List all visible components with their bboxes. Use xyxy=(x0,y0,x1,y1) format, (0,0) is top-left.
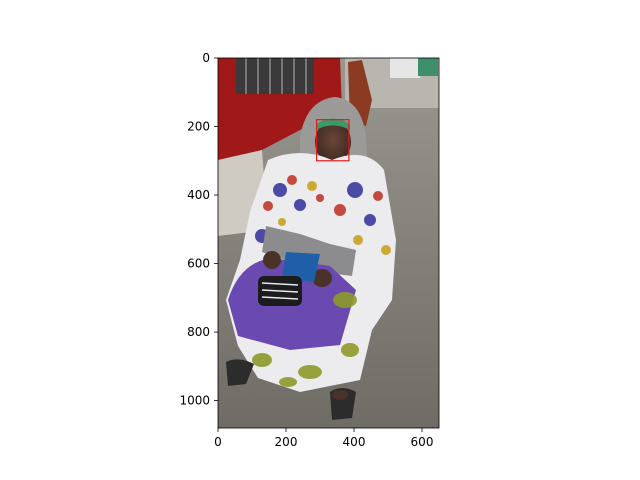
y-tick-label: 600 xyxy=(187,257,210,271)
face-annotation-box xyxy=(316,119,350,162)
y-axis: 0 200 400 600 800 1000 xyxy=(179,51,218,408)
y-tick-label: 0 xyxy=(202,51,210,65)
y-tick-label: 400 xyxy=(187,188,210,202)
x-tick-label: 400 xyxy=(343,435,366,449)
x-tick-label: 0 xyxy=(214,435,222,449)
y-tick-label: 200 xyxy=(187,120,210,134)
y-tick-label: 1000 xyxy=(179,394,210,408)
x-axis: 0 200 400 600 xyxy=(214,428,433,449)
axes-frame xyxy=(217,57,440,429)
photo-image xyxy=(218,58,439,428)
x-tick-label: 200 xyxy=(275,435,298,449)
x-tick-label: 600 xyxy=(411,435,434,449)
y-tick-label: 800 xyxy=(187,325,210,339)
